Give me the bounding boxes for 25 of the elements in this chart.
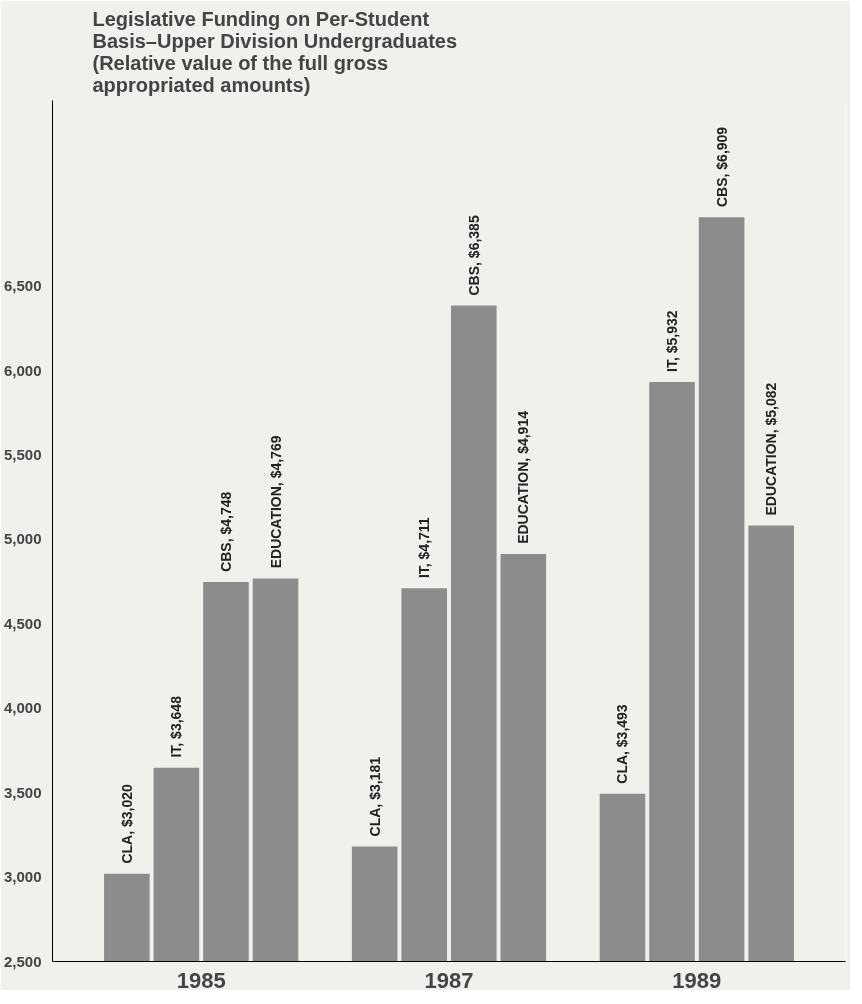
data-label: CBS, $4,748 [217, 491, 234, 572]
data-label: IT, $3,648 [168, 695, 185, 758]
data-label: CBS, $6,385 [465, 215, 482, 296]
data-label: CLA, $3,493 [614, 704, 631, 784]
data-label: EDUCATION, $4,769 [267, 435, 284, 569]
y-tick-label: 4,500 [3, 614, 42, 632]
data-label: IT, $5,932 [664, 310, 681, 372]
y-tick-label: 4,000 [3, 699, 42, 717]
data-label: CLA, $3,020 [118, 784, 135, 864]
data-label: IT, $4,711 [416, 517, 433, 579]
data-label: CLA, $3,181 [366, 756, 383, 837]
data-label: CBS, $6,909 [713, 126, 730, 208]
y-tick-label: 2,500 [3, 952, 42, 970]
y-tick-label: 3,500 [3, 783, 42, 801]
x-tick-label: 1987 [424, 967, 474, 993]
y-tick-label: 5,000 [3, 530, 42, 548]
y-tick-label: 5,500 [3, 446, 42, 464]
x-tick-label: 1985 [176, 967, 226, 993]
data-label: EDUCATION, $5,082 [763, 382, 780, 516]
x-tick-label: 1989 [672, 967, 722, 993]
chart-title: Legislative Funding on Per-Student Basis–Upper Division Undergraduates (Relative value of the full gross appropriated amounts) [92, 7, 458, 96]
data-label: EDUCATION, $4,914 [515, 410, 532, 544]
y-tick-label: 6,500 [3, 277, 42, 295]
y-tick-label: 3,000 [3, 868, 42, 886]
y-tick-label: 6,000 [3, 361, 42, 379]
